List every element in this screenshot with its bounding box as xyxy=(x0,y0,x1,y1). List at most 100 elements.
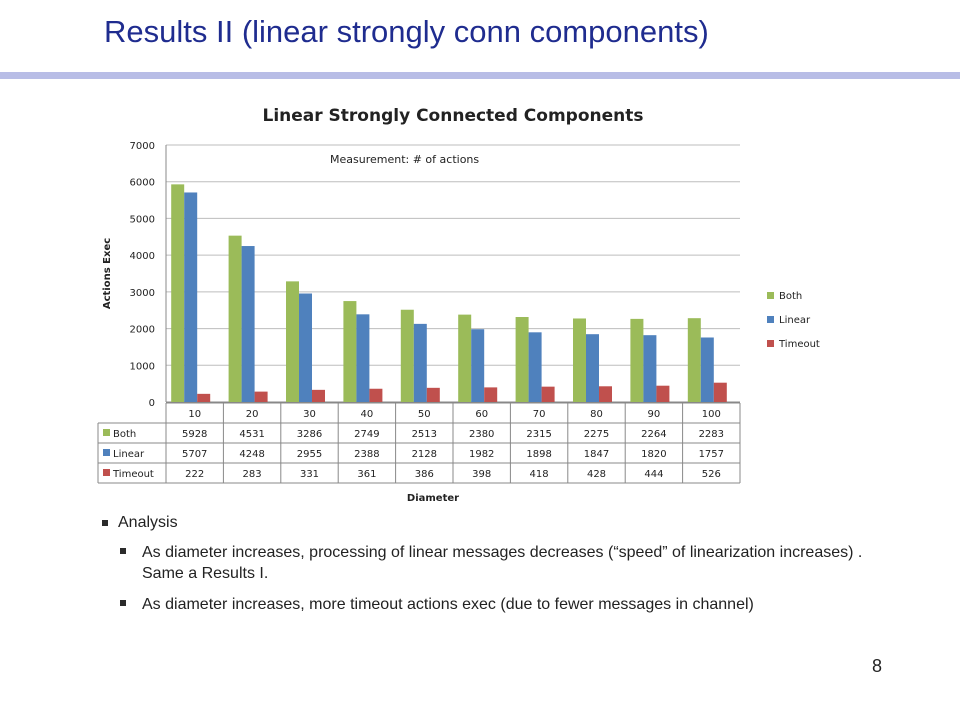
legend-label: Both xyxy=(779,291,802,302)
bar-linear xyxy=(471,329,485,402)
x-tick-label: 60 xyxy=(475,409,488,420)
table-legend-key xyxy=(103,469,110,476)
analysis-bullets: Analysis As diameter increases, processi… xyxy=(96,514,886,625)
data-label: 5707 xyxy=(182,449,207,460)
page-number: 8 xyxy=(872,656,883,676)
bar-linear xyxy=(241,246,255,402)
data-label: 526 xyxy=(702,469,721,480)
bar-timeout xyxy=(312,389,325,402)
y-tick-label: 4000 xyxy=(130,251,155,262)
bar-both xyxy=(400,309,414,402)
bullet-analysis: Analysis xyxy=(96,514,886,532)
data-label: 2275 xyxy=(584,429,609,440)
chart-annotation: Measurement: # of actions xyxy=(330,153,479,166)
data-label: 5928 xyxy=(182,429,207,440)
bar-timeout xyxy=(254,391,268,402)
slide-title: Results II (linear strongly conn compone… xyxy=(104,14,709,49)
legend-label: Linear xyxy=(779,315,811,326)
bar-timeout xyxy=(713,382,727,402)
bar-both xyxy=(687,318,701,402)
x-tick-label: 100 xyxy=(702,409,721,420)
data-label: 2283 xyxy=(699,429,724,440)
bar-linear xyxy=(643,335,657,402)
data-label: 444 xyxy=(644,469,663,480)
bar-chart: Linear Strongly Connected Components 0 100… xyxy=(97,106,820,504)
data-label: 3286 xyxy=(297,429,322,440)
data-label: 1757 xyxy=(699,449,724,460)
bar-both xyxy=(458,314,472,402)
data-label: 428 xyxy=(587,469,606,480)
x-tick-label: 10 xyxy=(188,409,201,420)
legend-key xyxy=(767,340,774,347)
square-bullet-icon xyxy=(120,548,126,554)
data-label: 418 xyxy=(530,469,549,480)
bar-timeout xyxy=(541,386,555,402)
title-divider xyxy=(0,72,960,79)
data-label: 2128 xyxy=(412,449,437,460)
y-tick-label: 7000 xyxy=(130,141,155,152)
data-label: 2315 xyxy=(526,429,551,440)
y-tick-label: 6000 xyxy=(130,178,155,189)
bar-both xyxy=(515,317,529,402)
legend-key xyxy=(767,316,774,323)
bullet-heading: Analysis xyxy=(118,514,178,531)
y-axis-label: Actions Exec xyxy=(102,238,113,309)
data-label: 283 xyxy=(243,469,262,480)
data-label: 361 xyxy=(357,469,376,480)
data-label: 331 xyxy=(300,469,319,480)
table-row-label: Timeout xyxy=(112,469,154,480)
bar-timeout xyxy=(484,387,498,402)
bar-timeout xyxy=(369,388,383,402)
bar-both xyxy=(343,301,357,402)
table-row-label: Linear xyxy=(113,449,145,460)
data-label: 1898 xyxy=(526,449,551,460)
data-label: 2513 xyxy=(412,429,437,440)
square-bullet-icon xyxy=(120,600,126,606)
y-tick-label: 3000 xyxy=(130,288,155,299)
x-tick-label: 20 xyxy=(246,409,259,420)
bar-both xyxy=(630,318,644,402)
bar-timeout xyxy=(599,386,612,402)
data-label: 2380 xyxy=(469,429,494,440)
bullet-item: As diameter increases, processing of lin… xyxy=(118,542,886,584)
x-tick-label: 50 xyxy=(418,409,431,420)
y-tick-label: 5000 xyxy=(130,214,155,225)
legend-key xyxy=(767,292,774,299)
bar-linear xyxy=(184,192,198,402)
data-label: 1847 xyxy=(584,449,609,460)
x-tick-label: 90 xyxy=(648,409,661,420)
x-axis-label: Diameter xyxy=(407,493,459,504)
bar-linear xyxy=(700,337,714,402)
bar-timeout xyxy=(656,385,670,402)
data-label: 2388 xyxy=(354,449,379,460)
bar-both xyxy=(286,281,299,402)
bullet-item-text: As diameter increases, processing of lin… xyxy=(142,544,863,582)
bullet-item-text: As diameter increases, more timeout acti… xyxy=(142,596,754,613)
data-label: 222 xyxy=(185,469,204,480)
data-label: 2955 xyxy=(297,449,322,460)
bar-linear xyxy=(413,323,427,402)
x-tick-label: 80 xyxy=(590,409,603,420)
legend-label: Timeout xyxy=(778,339,820,350)
y-tick-label: 2000 xyxy=(130,325,155,336)
data-label: 1820 xyxy=(641,449,666,460)
bar-timeout xyxy=(426,387,440,402)
table-legend-key xyxy=(103,449,110,456)
bullet-item: As diameter increases, more timeout acti… xyxy=(118,594,886,615)
bar-both xyxy=(171,184,185,402)
x-tick-label: 70 xyxy=(533,409,546,420)
bar-both xyxy=(228,235,242,402)
x-tick-label: 30 xyxy=(303,409,316,420)
table-legend-key xyxy=(103,429,110,436)
bar-linear xyxy=(586,334,599,402)
y-tick-label: 0 xyxy=(149,398,155,409)
data-label: 398 xyxy=(472,469,491,480)
data-label: 1982 xyxy=(469,449,494,460)
table-row-label: Both xyxy=(113,429,136,440)
data-label: 2264 xyxy=(641,429,666,440)
data-label: 386 xyxy=(415,469,434,480)
data-label: 4531 xyxy=(239,429,264,440)
data-label: 2749 xyxy=(354,429,379,440)
bar-timeout xyxy=(197,393,211,402)
bar-linear xyxy=(528,332,542,402)
